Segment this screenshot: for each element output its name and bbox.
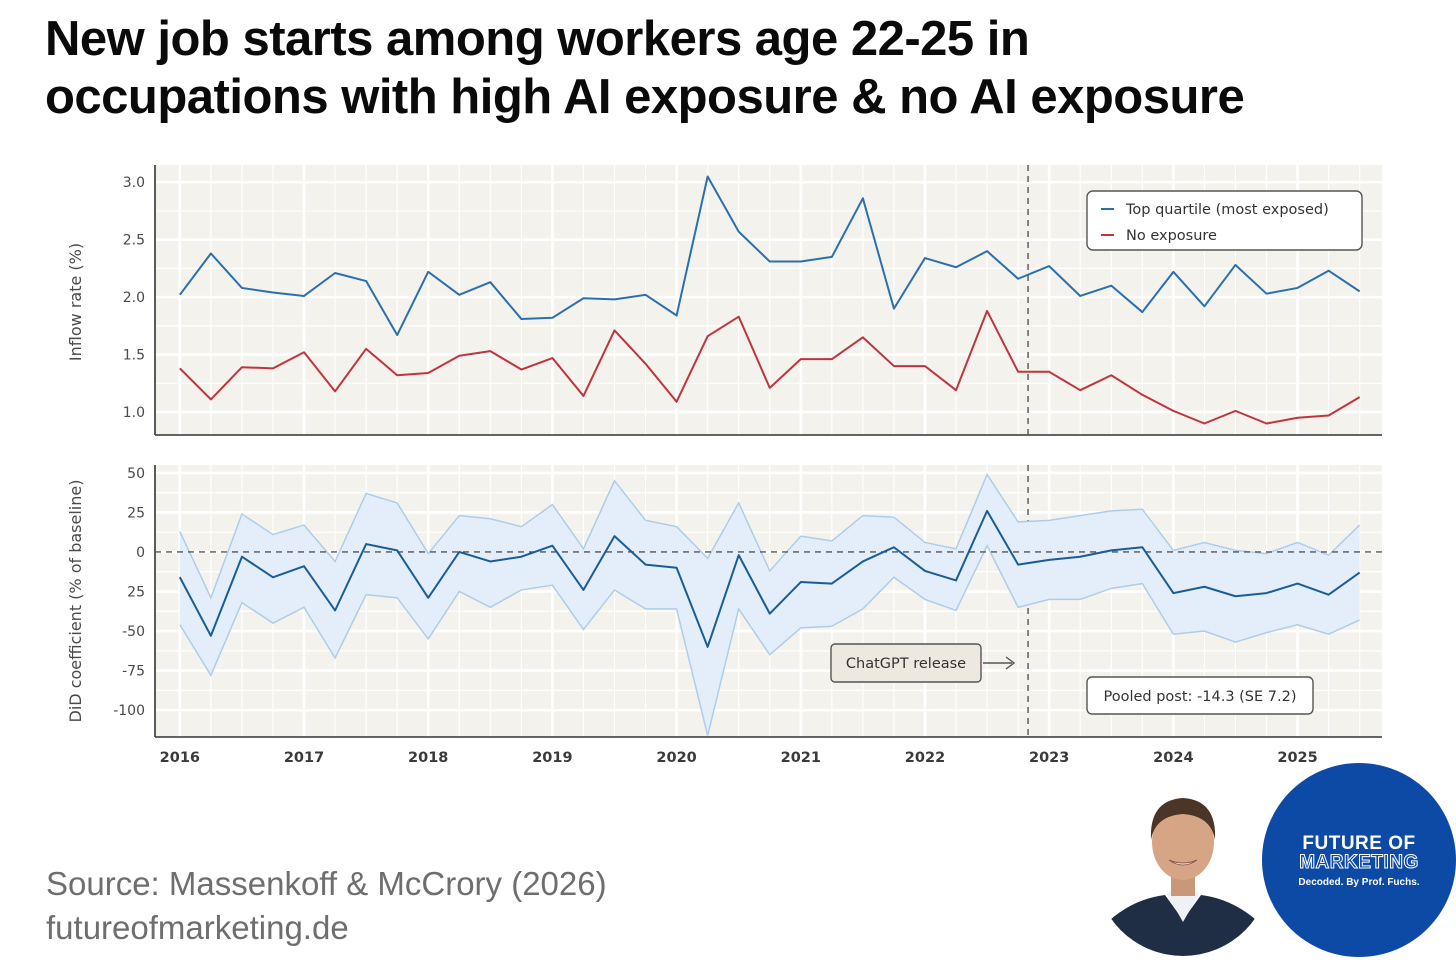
- logo-line-2: MARKETING: [1299, 852, 1419, 874]
- legend-label: No exposure: [1126, 228, 1217, 244]
- top-ytick-label: 2.0: [123, 290, 145, 306]
- chatgpt-release-box: [830, 643, 982, 683]
- top-ytick-label: 1.0: [123, 405, 145, 421]
- bottom-ytick-label: -100: [113, 703, 145, 719]
- bottom-ytick-label: 0: [136, 545, 145, 561]
- chart-title-line-1: New job starts among workers age 22-25 i…: [45, 12, 1030, 66]
- chatgpt-release-label: ChatGPT release: [846, 656, 966, 672]
- bottom-ytick-label: 25: [127, 505, 145, 521]
- confidence-band: [179, 474, 1360, 736]
- bottom-ytick-label: 50: [127, 466, 145, 482]
- source-note: Source: Massenkoff & McCrory (2026) futu…: [46, 862, 607, 950]
- top-ylabel: Inflow rate (%): [66, 243, 85, 361]
- x-tick-label: 2025: [1277, 750, 1317, 766]
- bottom-ytick-label: -50: [122, 624, 145, 640]
- x-tick-label: 2022: [905, 750, 945, 766]
- pooled-post-box: [1086, 676, 1314, 715]
- author-avatar: [1095, 780, 1271, 956]
- x-tick-label: 2021: [781, 750, 821, 766]
- chart-title-line-2: occupations with high AI exposure & no A…: [45, 70, 1245, 124]
- ci-upper-line: [179, 472, 1361, 600]
- x-tick-label: 2024: [1153, 750, 1193, 766]
- x-tick-label: 2019: [532, 750, 572, 766]
- bottom-ylabel: DiD coefficient (% of baseline): [66, 480, 85, 723]
- future-of-marketing-logo[interactable]: FUTURE OF MARKETING Decoded. By Prof. Fu…: [1262, 763, 1456, 957]
- top-ytick-label: 1.5: [123, 348, 145, 364]
- x-tick-label: 2017: [284, 750, 324, 766]
- chatgpt-arrow-head: [1005, 656, 1016, 670]
- x-tick-label: 2016: [160, 750, 200, 766]
- legend-box: [1086, 190, 1363, 251]
- source-citation[interactable]: Source: Massenkoff & McCrory (2026): [46, 865, 607, 902]
- top-ytick-label: 2.5: [123, 233, 145, 249]
- pooled-post-label: Pooled post: -14.3 (SE 7.2): [1103, 689, 1296, 705]
- x-tick-label: 2018: [408, 750, 448, 766]
- bottom-ytick-label: 25: [127, 585, 145, 601]
- chart-figure: 1.0 1.5 2.0 2.5 3.0 50 25 0 25 -50 -75 -100 Inflow r…: [66, 165, 1382, 766]
- ci-lower-line: [179, 543, 1360, 736]
- legend-label: Top quartile (most exposed): [1125, 202, 1329, 218]
- bottom-ytick-label: -75: [122, 664, 145, 680]
- logo-line-1: FUTURE OF: [1302, 833, 1416, 854]
- logo-tagline: Decoded. By Prof. Fuchs.: [1298, 877, 1420, 888]
- source-website[interactable]: futureofmarketing.de: [46, 909, 349, 946]
- top-ytick-label: 3.0: [123, 175, 145, 191]
- chart-title: New job starts among workers age 22-25 i…: [45, 10, 1445, 126]
- x-tick-label: 2020: [656, 750, 696, 766]
- x-tick-label: 2023: [1029, 750, 1069, 766]
